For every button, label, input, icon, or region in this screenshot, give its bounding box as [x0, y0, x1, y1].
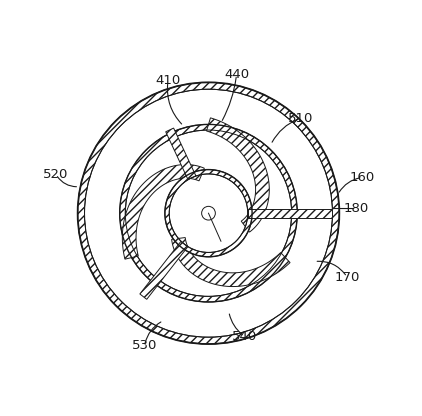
Text: 180: 180 [344, 202, 369, 215]
Wedge shape [165, 170, 252, 257]
Text: 410: 410 [155, 74, 181, 87]
Polygon shape [140, 241, 188, 300]
Polygon shape [206, 118, 269, 232]
Polygon shape [172, 238, 290, 287]
Text: 540: 540 [232, 330, 257, 343]
Polygon shape [122, 165, 204, 259]
Wedge shape [120, 124, 297, 302]
Text: 160: 160 [350, 171, 375, 184]
Wedge shape [78, 82, 339, 344]
Text: 440: 440 [224, 68, 249, 81]
Text: 170: 170 [334, 270, 360, 284]
Circle shape [202, 206, 215, 220]
Text: 530: 530 [132, 339, 157, 352]
Polygon shape [166, 128, 196, 179]
Polygon shape [248, 209, 332, 218]
Text: 510: 510 [288, 111, 313, 125]
Text: 520: 520 [43, 168, 68, 181]
